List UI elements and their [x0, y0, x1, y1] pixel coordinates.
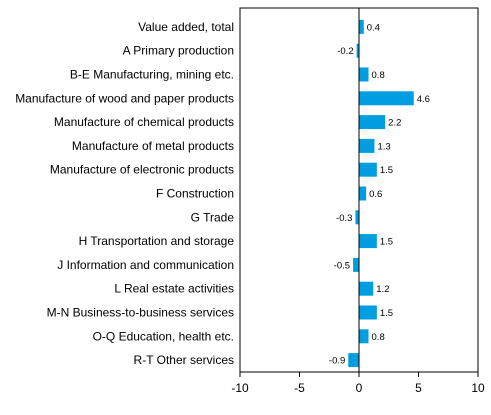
category-label: Manufacture of electronic products	[50, 163, 234, 177]
data-label: 1.5	[380, 308, 393, 319]
bar	[356, 43, 359, 58]
category-label: Manufacture of chemical products	[54, 115, 234, 129]
data-label: 0.8	[372, 332, 385, 343]
data-label: 0.6	[369, 189, 382, 200]
data-label: -0.3	[336, 213, 352, 224]
value-labels-group: 0.4 -0.2 0.8 4.6 2.2 1.3 1.5 0.6 -0.3 1.5 -0.5 1.2 1…	[329, 22, 430, 366]
bar	[359, 138, 375, 153]
data-label: 1.5	[380, 165, 393, 176]
data-label: 4.6	[417, 94, 430, 105]
category-label: H Transportation and storage	[79, 234, 235, 248]
category-label: O-Q Education, health etc.	[93, 329, 234, 343]
bar	[359, 186, 367, 201]
bar	[359, 162, 377, 177]
bar	[359, 305, 377, 320]
x-tick-label: 5	[415, 381, 422, 395]
bar	[359, 91, 414, 106]
category-label: R-T Other services	[134, 353, 234, 367]
category-label: B-E Manufacturing, mining etc.	[70, 68, 234, 82]
x-tick-label: 10	[471, 381, 485, 395]
bar	[359, 329, 369, 344]
category-label: A Primary production	[123, 44, 234, 58]
bar	[359, 281, 374, 296]
category-label: Manufacture of metal products	[72, 139, 234, 153]
category-label: Value added, total	[138, 20, 234, 34]
bars-group	[348, 19, 414, 368]
x-tick-label: 0	[356, 381, 363, 395]
category-label: M-N Business-to-business services	[47, 306, 234, 320]
data-label: 0.8	[372, 70, 385, 81]
bar	[359, 67, 369, 82]
data-label: -0.2	[337, 46, 353, 57]
data-label: -0.9	[329, 356, 345, 367]
bar	[353, 257, 359, 272]
data-label: 2.2	[388, 118, 401, 129]
data-label: -0.5	[334, 260, 350, 271]
x-tick-label: -5	[294, 381, 305, 395]
category-label: F Construction	[156, 187, 234, 201]
x-tick-label: -10	[231, 381, 249, 395]
category-labels-group: Value added, total A Primary production B-…	[15, 20, 234, 367]
x-axis: -10 -5 0 5 10	[231, 8, 485, 395]
category-label: J Information and communication	[57, 258, 234, 272]
bar	[355, 210, 359, 225]
bar	[348, 353, 359, 368]
bar	[359, 234, 377, 249]
data-label: 1.3	[377, 141, 390, 152]
category-label: L Real estate activities	[114, 282, 234, 296]
category-label: Manufacture of wood and paper products	[15, 91, 234, 105]
bar	[359, 115, 386, 130]
category-label: G Trade	[191, 210, 235, 224]
data-label: 1.5	[380, 237, 393, 248]
data-label: 1.2	[376, 284, 389, 295]
data-label: 0.4	[367, 22, 380, 33]
bar	[359, 19, 364, 34]
